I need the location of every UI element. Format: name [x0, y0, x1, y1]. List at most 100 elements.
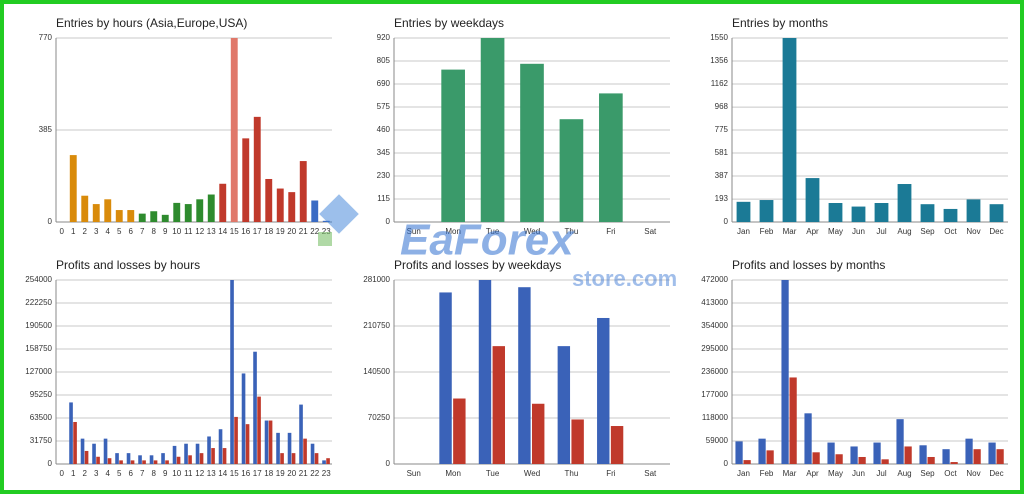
bar	[989, 204, 1004, 222]
bar	[735, 441, 743, 464]
bar	[520, 63, 544, 222]
watermark: EaForex store.com	[318, 194, 677, 291]
x-tick-label: 10	[172, 227, 181, 236]
bar	[242, 138, 250, 222]
x-tick-label: 20	[287, 227, 296, 236]
bar	[571, 419, 584, 464]
chart-title: Entries by months	[732, 16, 828, 30]
bar	[299, 404, 303, 464]
bar	[492, 346, 505, 464]
x-tick-label: Jul	[876, 227, 886, 236]
x-tick-label: 21	[299, 469, 308, 478]
y-tick-label: 118000	[702, 413, 729, 422]
bar	[322, 460, 326, 464]
y-tick-label: 230	[377, 171, 391, 180]
bar	[280, 453, 284, 464]
bar	[299, 161, 307, 222]
bar	[265, 178, 273, 222]
x-tick-label: Wed	[524, 227, 540, 236]
x-tick-label: Jan	[737, 227, 750, 236]
bar	[759, 200, 774, 222]
bar	[199, 453, 204, 464]
bar	[92, 204, 100, 222]
bar	[257, 396, 261, 464]
bar	[478, 280, 492, 464]
bar	[874, 203, 889, 222]
bar	[559, 119, 584, 222]
bar	[789, 377, 797, 464]
bar	[897, 184, 912, 222]
y-tick-label: 575	[377, 102, 391, 111]
bar	[881, 459, 889, 464]
y-tick-label: 775	[715, 125, 729, 134]
x-tick-label: Mar	[783, 469, 797, 478]
x-tick-label: 9	[163, 469, 168, 478]
bar	[920, 204, 935, 222]
x-tick-label: Wed	[524, 469, 540, 478]
bar	[96, 456, 100, 464]
y-tick-label: 210750	[363, 321, 390, 330]
y-tick-label: 281000	[363, 275, 390, 284]
x-tick-label: 22	[310, 227, 319, 236]
x-tick-label: Sep	[920, 227, 935, 236]
bar	[966, 199, 981, 222]
x-tick-label: Jul	[876, 469, 886, 478]
y-tick-label: 127000	[25, 367, 52, 376]
y-tick-label: 1356	[710, 56, 728, 65]
y-tick-label: 0	[386, 217, 391, 226]
x-tick-label: Mar	[783, 227, 797, 236]
bar	[138, 455, 142, 464]
bar	[188, 455, 192, 464]
x-tick-label: May	[828, 227, 843, 236]
x-tick-label: 8	[152, 469, 157, 478]
x-tick-label: Apr	[806, 227, 819, 236]
x-tick-label: 20	[287, 469, 296, 478]
y-tick-label: 63500	[30, 413, 53, 422]
x-tick-label: 15	[230, 227, 239, 236]
bar	[927, 456, 935, 464]
bar	[115, 210, 123, 222]
x-tick-label: Mon	[445, 469, 461, 478]
bar	[253, 116, 261, 222]
x-tick-label: Sun	[407, 469, 421, 478]
x-tick-label: Feb	[760, 227, 774, 236]
x-tick-label: 17	[253, 227, 262, 236]
x-tick-label: 1	[71, 227, 76, 236]
bar	[287, 432, 292, 464]
bar	[69, 402, 73, 464]
y-tick-label: 158750	[25, 344, 52, 353]
x-tick-label: 6	[129, 227, 134, 236]
x-tick-label: 7	[140, 469, 145, 478]
x-tick-label: Tue	[486, 227, 500, 236]
y-tick-label: 1550	[710, 33, 728, 42]
x-tick-label: May	[828, 469, 843, 478]
bar	[264, 420, 269, 464]
x-tick-label: 23	[322, 227, 331, 236]
bar	[303, 438, 307, 464]
x-tick-label: 14	[218, 227, 227, 236]
bar	[851, 206, 866, 222]
bar	[195, 443, 200, 464]
bar	[480, 38, 505, 222]
bar	[441, 69, 465, 222]
x-tick-label: Dec	[989, 227, 1003, 236]
bar	[184, 443, 188, 464]
x-tick-label: Sat	[644, 469, 657, 478]
chart-title: Profits and losses by hours	[56, 258, 200, 272]
bar	[73, 421, 77, 464]
bar	[743, 460, 751, 464]
y-tick-label: 0	[724, 217, 729, 226]
x-tick-label: 23	[322, 469, 331, 478]
bar	[130, 460, 135, 464]
y-tick-label: 387	[715, 171, 729, 180]
bar	[965, 438, 973, 464]
bar	[314, 453, 319, 464]
y-tick-label: 805	[377, 56, 391, 65]
chart-title: Entries by weekdays	[394, 16, 504, 30]
x-tick-label: Dec	[989, 469, 1003, 478]
bar	[80, 438, 85, 464]
bar	[127, 210, 135, 222]
bar	[311, 200, 319, 222]
y-tick-label: 295000	[701, 344, 728, 353]
bar	[149, 455, 154, 464]
